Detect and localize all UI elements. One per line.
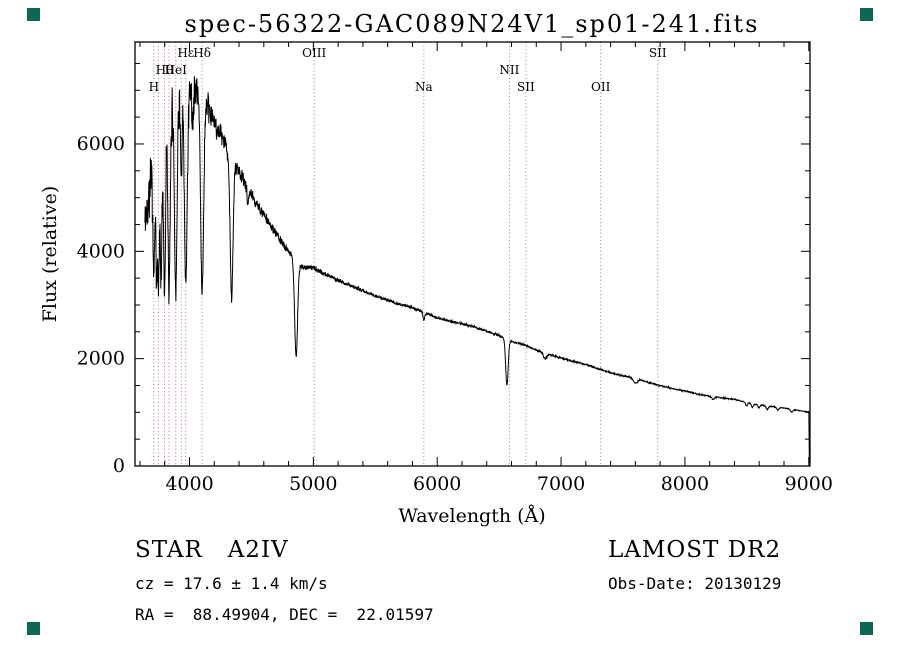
spectrum-trace-layer	[144, 76, 810, 463]
x-tick-label: 4000	[165, 473, 213, 495]
x-tick-label: 7000	[537, 473, 585, 495]
obs-date: Obs-Date: 20130129	[608, 574, 781, 593]
spectral-line-label: SII	[517, 80, 535, 94]
spectral-line-label: Hε	[177, 46, 194, 60]
spectral-line-label: H	[149, 80, 159, 94]
y-tick-label: 4000	[77, 240, 125, 262]
fiducial-marker-top-left	[27, 8, 40, 21]
x-tick-label: 6000	[413, 473, 461, 495]
ra-dec-coordinates: RA = 88.49904, DEC = 22.01597	[135, 605, 434, 624]
axes-layer: 4000 5000 6000 7000 8000 9000 0 2000 4000 6000	[77, 41, 833, 495]
spectral-line-label: Hδ	[193, 46, 211, 60]
fiducial-marker-top-right	[860, 8, 873, 21]
spectral-line-label: SII	[649, 46, 667, 60]
y-tick-label: 6000	[77, 133, 125, 155]
spectral-line-label: OII	[591, 80, 611, 94]
survey-name: LAMOST DR2	[608, 537, 781, 563]
spectrum-trace	[144, 76, 810, 463]
star-classification: STAR A2IV	[135, 537, 289, 563]
y-tick-label: 0	[113, 455, 125, 477]
y-axis-label: Flux (relative)	[39, 186, 61, 323]
spectral-line-label: Hθ	[156, 63, 174, 77]
x-axis-label: Wavelength (Å)	[398, 505, 545, 527]
spectral-line-label: Na	[415, 80, 433, 94]
spectral-line-label: OIII	[302, 46, 326, 60]
plot-frame	[134, 41, 811, 467]
cz-velocity: cz = 17.6 ± 1.4 km/s	[135, 574, 328, 593]
plot-title: spec-56322-GAC089N24V1_sp01-241.fits	[185, 10, 760, 38]
x-tick-label: 5000	[289, 473, 337, 495]
x-tick-label: 9000	[785, 473, 833, 495]
y-tick-label: 2000	[77, 348, 125, 370]
fiducial-marker-bottom-right	[860, 622, 873, 635]
spectral-line-label: NII	[499, 63, 519, 77]
fiducial-marker-bottom-left	[27, 622, 40, 635]
x-tick-label: 8000	[661, 473, 709, 495]
spectral-line-label: HeI	[165, 63, 188, 77]
